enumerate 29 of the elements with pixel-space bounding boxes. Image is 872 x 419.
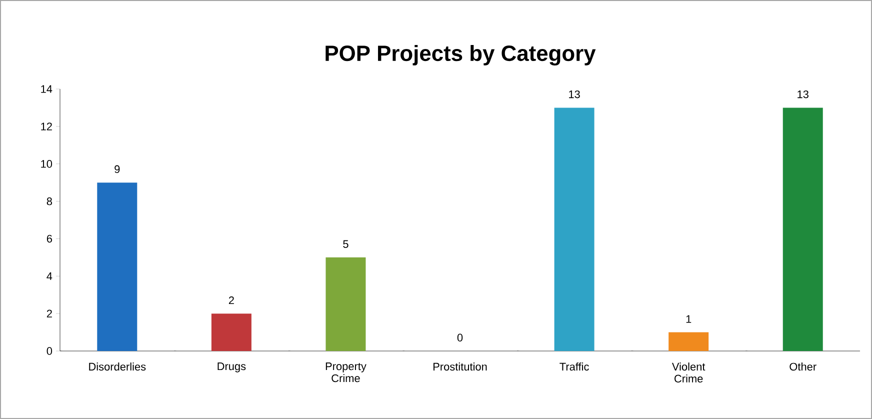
- data-label: 5: [343, 240, 348, 248]
- x-tick-label: Prostitution: [434, 362, 487, 371]
- bar: [211, 314, 252, 351]
- data-label: 13: [569, 90, 580, 98]
- x-tick-label: Disorderlies: [89, 362, 146, 371]
- bar: [554, 108, 594, 351]
- y-tick-label: 4: [46, 272, 52, 280]
- x-tick-label: Drugs: [218, 362, 246, 372]
- x-tick-label: Traffic: [560, 362, 589, 371]
- bar: [326, 257, 366, 351]
- data-label: 0: [457, 334, 463, 342]
- x-tick-label: Property Crime: [326, 362, 366, 382]
- y-tick-label: 12: [41, 122, 52, 130]
- y-tick-label: 0: [46, 347, 52, 355]
- y-tick-label: 14: [41, 85, 52, 93]
- chart-title: POP Projects by Category: [326, 44, 596, 66]
- x-tick-label: Other: [790, 362, 816, 371]
- data-label: 9: [114, 165, 120, 174]
- y-tick-label: 8: [46, 197, 52, 206]
- data-label: 13: [798, 90, 808, 98]
- data-label: 1: [686, 315, 692, 323]
- bar: [782, 108, 823, 351]
- bar: [668, 332, 709, 351]
- x-tick-label: Violent Crime: [672, 362, 706, 383]
- y-tick-label: 10: [41, 160, 52, 168]
- data-label: 2: [228, 296, 234, 304]
- bar: [97, 182, 138, 351]
- y-tick-label: 2: [46, 310, 52, 318]
- y-tick-label: 6: [46, 234, 52, 243]
